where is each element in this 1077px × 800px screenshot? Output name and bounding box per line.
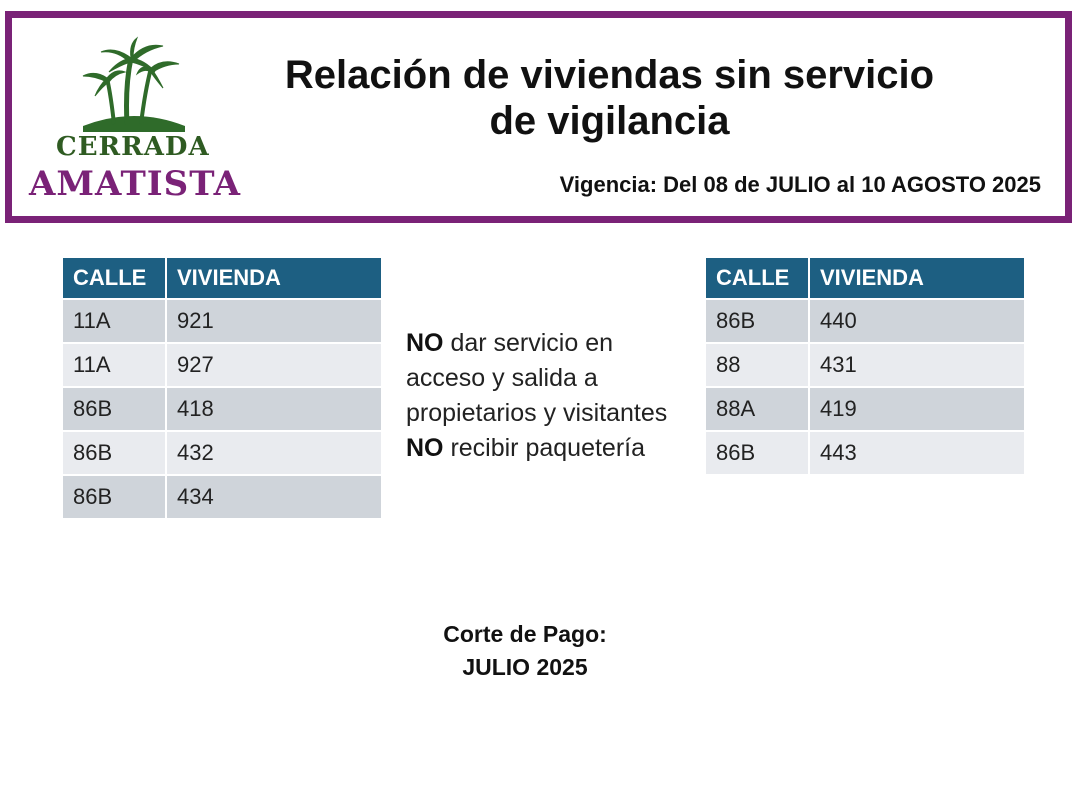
houses-table-left: CALLE VIVIENDA 11A 921 11A 927 86B 418 8…: [63, 258, 381, 520]
cell-calle: 86B: [706, 300, 810, 344]
page-title: Relación de viviendas sin servicio de vi…: [252, 52, 967, 144]
palm-trees-icon: [82, 36, 185, 132]
cell-calle: 86B: [706, 432, 810, 476]
cell-vivienda: 418: [167, 388, 381, 432]
cell-calle: 86B: [63, 432, 167, 476]
column-header-calle: CALLE: [63, 258, 167, 300]
cell-vivienda: 432: [167, 432, 381, 476]
payment-cutoff: Corte de Pago: JULIO 2025: [390, 618, 660, 684]
houses-table-right: CALLE VIVIENDA 86B 440 88 431 88A 419 86…: [706, 258, 1024, 476]
cell-vivienda: 419: [810, 388, 1024, 432]
table-header-row: CALLE VIVIENDA: [63, 258, 381, 300]
notice-no-1: NO: [406, 329, 444, 357]
cell-vivienda: 440: [810, 300, 1024, 344]
column-header-vivienda: VIVIENDA: [167, 258, 381, 300]
cell-vivienda: 921: [167, 300, 381, 344]
table-row: 86B 432: [63, 432, 381, 476]
cell-calle: 11A: [63, 300, 167, 344]
cell-calle: 88A: [706, 388, 810, 432]
cell-vivienda: 443: [810, 432, 1024, 476]
table-row: 86B 434: [63, 476, 381, 520]
notice-text: NO dar servicio en acceso y salida a pro…: [406, 326, 676, 466]
logo-text-cerrada: CERRADA: [56, 132, 210, 162]
table-header-row: CALLE VIVIENDA: [706, 258, 1024, 300]
payment-cutoff-month: JULIO 2025: [462, 654, 588, 680]
cell-calle: 88: [706, 344, 810, 388]
table-row: 86B 443: [706, 432, 1024, 476]
cell-calle: 86B: [63, 388, 167, 432]
cell-vivienda: 431: [810, 344, 1024, 388]
payment-cutoff-label: Corte de Pago:: [443, 621, 607, 647]
cell-calle: 86B: [63, 476, 167, 520]
cell-vivienda: 434: [167, 476, 381, 520]
table-row: 11A 927: [63, 344, 381, 388]
title-line-2: de vigilancia: [489, 99, 730, 143]
title-line-1: Relación de viviendas sin servicio: [284, 53, 935, 97]
column-header-vivienda: VIVIENDA: [810, 258, 1024, 300]
notice-line-service: NO dar servicio en acceso y salida a pro…: [406, 326, 676, 431]
logo-text-amatista: AMATISTA: [28, 164, 242, 204]
header-banner: CERRADA AMATISTA Relación de viviendas s…: [5, 11, 1072, 223]
table-row: 88 431: [706, 344, 1024, 388]
cell-vivienda: 927: [167, 344, 381, 388]
validity-period: Vigencia: Del 08 de JULIO al 10 AGOSTO 2…: [559, 172, 1041, 197]
table-row: 86B 418: [63, 388, 381, 432]
notice-text-2: recibir paquetería: [443, 434, 646, 462]
table-row: 86B 440: [706, 300, 1024, 344]
table-row: 88A 419: [706, 388, 1024, 432]
logo: CERRADA AMATISTA: [24, 30, 240, 204]
notice-line-packages: NO recibir paquetería: [406, 431, 676, 466]
notice-no-2: NO: [406, 434, 444, 462]
cell-calle: 11A: [63, 344, 167, 388]
notice-text-1: dar servicio en acceso y salida a propie…: [406, 329, 668, 427]
column-header-calle: CALLE: [706, 258, 810, 300]
table-row: 11A 921: [63, 300, 381, 344]
